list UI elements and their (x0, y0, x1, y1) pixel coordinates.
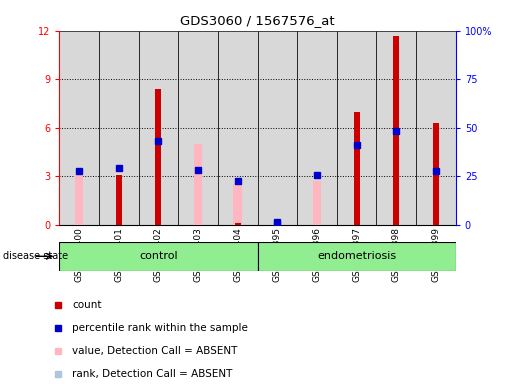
Bar (139, 31, 178, 225)
Bar (313, 181, 321, 225)
Bar (99, 31, 139, 225)
Text: disease state: disease state (3, 251, 67, 261)
Text: value, Detection Call = ABSENT: value, Detection Call = ABSENT (72, 346, 237, 356)
Bar (194, 144, 202, 225)
Text: endometriosis: endometriosis (317, 251, 396, 262)
Bar (273, 222, 282, 225)
Text: count: count (72, 300, 101, 310)
Bar (258, 31, 297, 225)
Bar (116, 175, 122, 225)
Text: control: control (139, 251, 178, 262)
Bar (416, 31, 456, 225)
Text: rank, Detection Call = ABSENT: rank, Detection Call = ABSENT (72, 369, 232, 379)
Bar (337, 31, 376, 225)
Bar (235, 223, 241, 225)
Bar (354, 111, 359, 225)
Bar (258, 242, 456, 271)
Bar (178, 31, 218, 225)
Title: GDS3060 / 1567576_at: GDS3060 / 1567576_at (180, 14, 335, 27)
Bar (233, 184, 242, 225)
Bar (75, 175, 83, 225)
Bar (376, 31, 416, 225)
Text: percentile rank within the sample: percentile rank within the sample (72, 323, 248, 333)
Bar (433, 123, 439, 225)
Bar (59, 242, 258, 271)
Bar (59, 31, 99, 225)
Bar (297, 31, 337, 225)
Bar (156, 89, 161, 225)
Bar (218, 31, 258, 225)
Bar (393, 36, 399, 225)
